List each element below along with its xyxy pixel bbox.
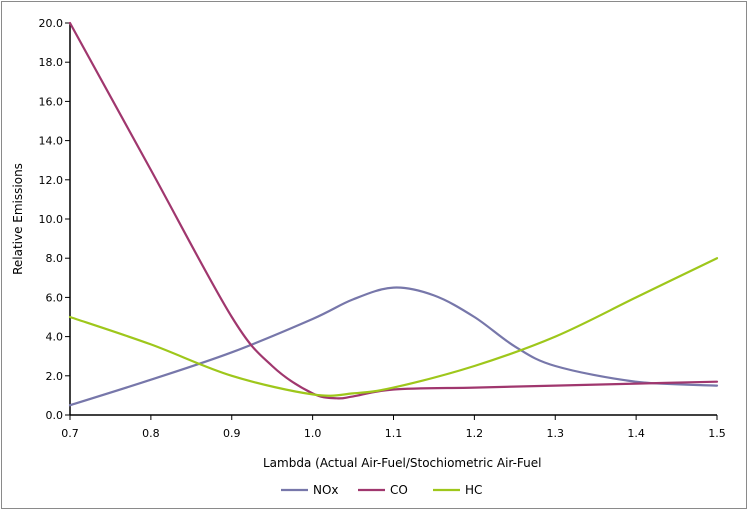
y-tick-label: 2.0 <box>46 370 64 383</box>
y-tick-label: 0.0 <box>46 409 64 422</box>
x-tick-label: 1.3 <box>547 427 565 440</box>
y-tick-label: 6.0 <box>46 291 64 304</box>
x-tick-label: 0.7 <box>61 427 79 440</box>
series-line-hc <box>68 257 719 397</box>
y-axis-title: Relative Emissions <box>11 163 25 275</box>
series-line-co <box>68 21 719 400</box>
y-axis: 0.0 2.0 4.0 6.0 8.0 10.0 12.0 14.0 16.0 18.0 20.0 <box>39 17 71 422</box>
x-tick-label: 1.1 <box>385 427 403 440</box>
y-tick-label: 10.0 <box>39 213 64 226</box>
x-axis-title: Lambda (Actual Air-Fuel/Stochiometric Ai… <box>263 456 541 470</box>
x-tick-label: 1.5 <box>708 427 726 440</box>
x-axis: 0.7 0.8 0.9 1.0 1.1 1.2 1.3 1.4 1.5 <box>61 414 726 440</box>
y-tick-label: 18.0 <box>39 56 64 69</box>
series-line-nox <box>68 286 719 407</box>
legend: NOx CO HC <box>281 483 482 497</box>
y-tick-label: 14.0 <box>39 135 64 148</box>
y-tick-label: 20.0 <box>39 17 64 30</box>
series-layer <box>68 21 719 407</box>
legend-label-nox: NOx <box>313 483 339 497</box>
y-tick-label: 8.0 <box>46 252 64 265</box>
legend-label-co: CO <box>390 483 408 497</box>
y-tick-label: 4.0 <box>46 331 64 344</box>
x-tick-label: 1.2 <box>466 427 484 440</box>
x-tick-label: 1.0 <box>304 427 322 440</box>
x-tick-label: 0.8 <box>142 427 160 440</box>
y-tick-label: 12.0 <box>39 174 64 187</box>
y-tick-label: 16.0 <box>39 95 64 108</box>
legend-label-hc: HC <box>465 483 482 497</box>
x-tick-label: 1.4 <box>627 427 645 440</box>
x-tick-label: 0.9 <box>223 427 241 440</box>
